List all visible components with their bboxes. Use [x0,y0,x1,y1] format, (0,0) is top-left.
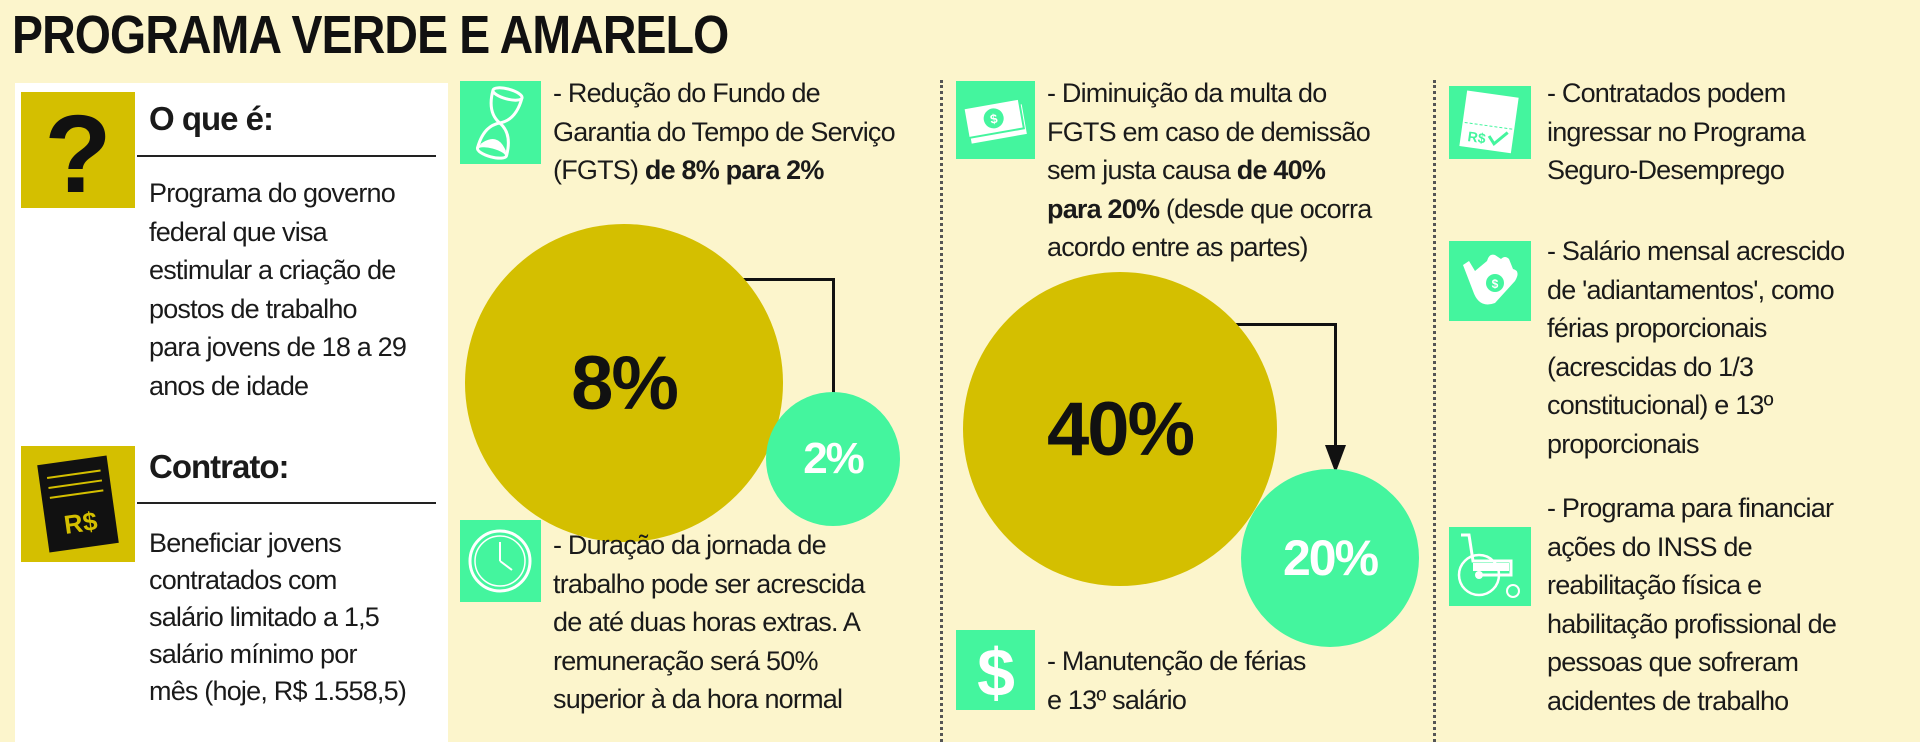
text-line: - Duração da jornada de [553,530,827,560]
arrow-line [832,278,835,408]
text-line: - Diminuição da multa do [1047,78,1327,108]
text-line: de 'adiantamentos', como [1547,274,1835,305]
highlight-text: para 20% [1047,193,1160,224]
text-line: proporcionais [1547,428,1700,459]
question-mark-icon: ? [21,92,135,208]
dotted-separator [1433,80,1436,742]
contract-heading: Contrato: [149,448,289,485]
money-bills-icon: $ [956,81,1035,159]
svg-text:$: $ [1492,277,1499,291]
highlight-text: de 40% [1236,155,1326,185]
svg-text:$: $ [989,111,999,127]
text-line: reabilitação física e [1547,570,1762,600]
contract-document-icon: R$ [21,446,135,562]
text-line: estimular a criação de [149,255,396,285]
hand-coin-icon: $ [1449,241,1531,321]
text-line: salário limitado a 1,5 [149,602,380,632]
what-description: Programa do governo federal que visa est… [149,174,407,405]
arrow-line [686,278,835,281]
highlight-text: de 8% para 2% [644,155,825,185]
text-line: férias proporcionais [1547,313,1767,343]
text-line: superior à da hora normal [553,684,843,714]
circle-value: 20% [1282,530,1379,586]
circle-value: 2% [803,434,865,483]
text-line: e 13º salário [1047,684,1187,715]
text-line: ingressar no Programa [1547,116,1806,147]
divider [137,155,436,157]
divider [137,502,436,504]
text-line: contratados com [149,565,337,595]
text-line: - Contratados podem [1547,78,1786,108]
fine-to-circle: 20% [1241,469,1419,647]
fgts-from-circle: 8% [465,224,783,542]
text-segment: sem justa causa [1047,155,1237,185]
arrow-down-icon [1325,445,1346,473]
contract-icon-label: R$ [62,506,100,540]
text-line: Garantia do Tempo de Serviço [553,116,896,147]
text-segment: (FGTS) [553,155,645,185]
hourglass-icon [460,81,541,164]
text-line: Beneficiar jovens [149,528,342,558]
what-heading: O que é: [149,100,274,137]
text-line: salário mínimo por [149,639,357,669]
text-line: habilitação profissional de [1547,608,1837,639]
text-line: - Programa para financiar [1547,493,1834,523]
arrow-line [1334,323,1337,448]
text-line: (acrescidas do 1/3 [1547,351,1754,382]
fgts-to-circle: 2% [766,392,900,526]
text-line: anos de idade [149,370,309,401]
svg-text:?: ? [44,93,111,208]
text-line: mês (hoje, R$ 1.558,5) [149,676,407,706]
text-line: sem justa causa de 40% [1047,151,1371,190]
check-icon-label: R$ [1467,128,1487,146]
text-line: - Salário mensal acrescido [1547,236,1845,266]
page-title: PROGRAMA VERDE E AMARELO [12,5,729,65]
text-line: - Redução do Fundo de [553,78,821,108]
circle-value: 40% [1046,386,1195,472]
text-line: ações do INSS de [1547,531,1753,562]
text-line: (FGTS) de 8% para 2% [553,151,895,190]
text-line: de até duas horas extras. A [553,607,861,637]
circle-value: 8% [571,340,679,426]
text-line: para 20% (desde que ocorra [1047,190,1372,229]
inss-program-text: - Programa para financiar ações do INSS … [1547,489,1837,720]
text-line: acidentes de trabalho [1547,685,1789,716]
wheelchair-icon [1449,527,1531,606]
fgts-reduction-text: - Redução do Fundo de Garantia do Tempo … [553,74,896,190]
text-line: FGTS em caso de demissão [1047,116,1371,147]
text-line: postos de trabalho [149,293,358,324]
text-segment: (desde que ocorra [1159,193,1372,224]
text-line: - Manutenção de férias [1047,646,1306,676]
salary-advances-text: - Salário mensal acrescido de 'adiantame… [1547,232,1845,463]
text-line: Programa do governo [149,178,396,208]
contract-description: Beneficiar jovens contratados com salári… [149,525,407,710]
work-hours-text: - Duração da jornada de trabalho pode se… [553,526,865,719]
unemployment-text: - Contratados podem ingressar no Program… [1547,74,1806,190]
dotted-separator [940,80,943,742]
text-line: federal que visa [149,216,328,247]
unemployment-check-icon: R$ [1449,86,1531,159]
text-line: pessoas que sofreram [1547,647,1799,677]
fine-from-circle: 40% [963,272,1277,586]
dollar-sign-icon: $ [956,630,1035,710]
text-line: trabalho pode ser acrescida [553,568,865,599]
svg-text:$: $ [977,635,1015,710]
vacation-text: - Manutenção de férias e 13º salário [1047,642,1306,719]
text-line: para jovens de 18 a 29 [149,332,407,362]
arrow-line [1175,323,1337,326]
clock-icon [460,520,541,602]
text-line: acordo entre as partes) [1047,232,1309,262]
text-line: Seguro-Desemprego [1547,155,1785,185]
text-line: remuneração será 50% [553,645,818,676]
text-line: constitucional) e 13º [1547,390,1774,420]
fgts-fine-text: - Diminuição da multa do FGTS em caso de… [1047,74,1372,267]
